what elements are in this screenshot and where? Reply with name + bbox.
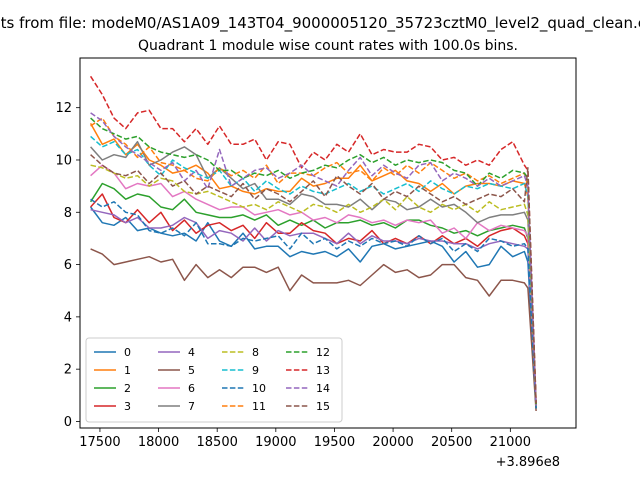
y-axis: 0 2 4 6 8 10 12 [55, 101, 80, 430]
x-tick-label: 21000 [490, 435, 531, 450]
legend-label-13: 13 [316, 364, 330, 377]
x-axis: 17500 18000 18500 19000 19500 20000 20500 21000 [79, 428, 531, 450]
series-line-13 [89, 75, 537, 404]
series-line-15 [90, 154, 537, 404]
series-line-0 [89, 206, 537, 409]
y-tick-label: 8 [64, 206, 72, 221]
series-line-9 [90, 135, 537, 406]
legend-label-12: 12 [316, 346, 330, 359]
series-line-5 [90, 248, 537, 412]
legend-label-2: 2 [124, 382, 131, 395]
legend-label-15: 15 [316, 400, 330, 413]
y-tick-label: 12 [55, 101, 72, 116]
legend-label-0: 0 [124, 346, 131, 359]
y-tick-label: 2 [64, 363, 72, 378]
x-tick-label: 18500 [197, 435, 238, 450]
series-line-14 [90, 112, 537, 406]
legend-label-3: 3 [124, 400, 131, 413]
legend-label-5: 5 [188, 364, 195, 377]
legend-label-10: 10 [252, 382, 266, 395]
y-tick-label: 0 [64, 415, 72, 430]
series-line-4 [90, 208, 537, 406]
series-line-8 [90, 164, 537, 406]
y-tick-label: 4 [64, 310, 72, 325]
series-line-6 [90, 164, 537, 406]
series-line-3 [90, 193, 537, 406]
series-line-12 [90, 117, 537, 406]
chart-title: Quadrant 1 module wise count rates with … [138, 38, 518, 54]
x-axis-offset-label: +3.896e8 [496, 455, 560, 470]
series-line-7 [90, 140, 537, 406]
series-layer [89, 75, 537, 412]
legend-label-9: 9 [252, 364, 259, 377]
series-line-2 [89, 182, 537, 409]
series-line-11 [90, 117, 537, 406]
legend-label-7: 7 [188, 400, 195, 413]
legend-label-14: 14 [316, 382, 330, 395]
x-tick-label: 19500 [314, 435, 355, 450]
x-tick-label: 20500 [431, 435, 472, 450]
series-line-1 [89, 123, 537, 404]
legend-label-8: 8 [252, 346, 259, 359]
y-tick-label: 6 [64, 258, 72, 273]
series-line-10 [90, 198, 537, 409]
x-tick-label: 19000 [255, 435, 296, 450]
axes-frame [79, 57, 577, 429]
legend-label-4: 4 [188, 346, 195, 359]
x-tick-label: 20000 [372, 435, 413, 450]
legend-box [85, 337, 343, 423]
x-tick-label: 18000 [138, 435, 179, 450]
legend-label-6: 6 [188, 382, 195, 395]
figure-suptitle: Plots from file: modeM0/AS1A09_143T04_90… [0, 14, 640, 33]
y-tick-label: 10 [55, 153, 72, 168]
legend-label-11: 11 [252, 400, 266, 413]
x-tick-label: 17500 [79, 435, 120, 450]
legend-label-1: 1 [124, 364, 131, 377]
